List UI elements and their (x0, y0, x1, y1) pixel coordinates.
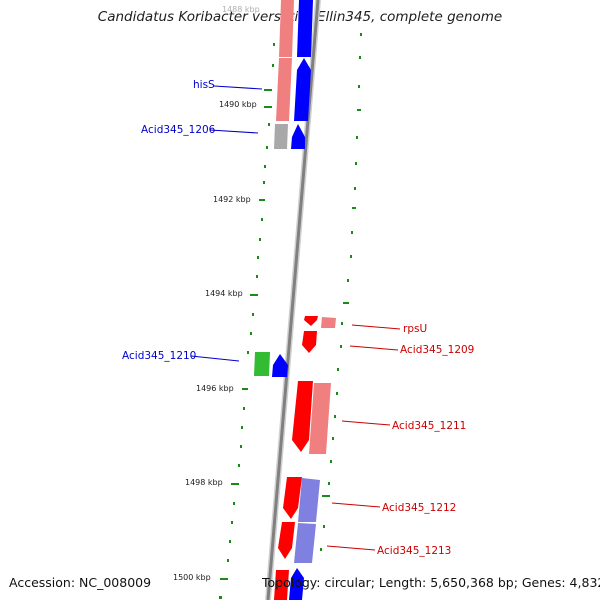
kbp-label: 1498 kbp (185, 478, 223, 487)
cds-reverse-1213 (278, 522, 295, 559)
shade-1211 (309, 383, 331, 454)
gene-labels: hisS Acid345_1206 Acid345_1210 rpsU Acid… (122, 79, 474, 557)
kbp-label: 1488 kbp (222, 5, 260, 14)
cds-forward-1210 (272, 354, 288, 377)
shade-track (254, 0, 336, 454)
cds-reverse-bottom (274, 570, 289, 600)
cds-forward-hisS (294, 58, 311, 121)
cds-forward-1213 (294, 523, 316, 563)
gene-label-acid345-1206[interactable]: Acid345_1206 (141, 124, 216, 136)
cds-forward-1206 (291, 124, 305, 149)
kbp-label: 1496 kbp (196, 384, 234, 393)
gene-label-acid345-1210[interactable]: Acid345_1210 (122, 350, 196, 362)
cds-forward-1212 (298, 478, 320, 522)
gene-label-acid345-1209[interactable]: Acid345_1209 (400, 344, 474, 356)
cds-reverse-rpsU (304, 316, 318, 326)
cds-forward-bottom (289, 568, 304, 600)
forward-strand-genes (272, 0, 320, 600)
shade-1210 (254, 352, 270, 376)
gene-label-acid345-1211[interactable]: Acid345_1211 (392, 420, 466, 432)
kbp-label: 1494 kbp (205, 289, 243, 298)
genome-summary: Topology: circular; Length: 5,650,368 bp… (262, 575, 600, 590)
gene-label-hisS[interactable]: hisS (193, 79, 215, 91)
kbp-label: 1490 kbp (219, 100, 257, 109)
cds-reverse-1211 (292, 381, 313, 452)
genome-backbone (265, 0, 321, 600)
gc-skew-track (219, 43, 275, 599)
kbp-label: 1500 kbp (173, 573, 211, 582)
reverse-strand-genes (274, 316, 318, 600)
gc-content-track (320, 33, 362, 551)
shade-rpsU (321, 317, 336, 328)
kbp-scale: 1488 kbp 1490 kbp 1492 kbp 1494 kbp 1496… (173, 5, 260, 582)
shade-hisS (276, 58, 292, 121)
shade-1206 (274, 124, 288, 149)
kbp-label: 1492 kbp (213, 195, 251, 204)
gene-label-rpsU[interactable]: rpsU (403, 323, 427, 335)
accession-text: Accession: NC_008009 (9, 575, 152, 590)
shade-1 (279, 0, 294, 57)
gene-label-acid345-1213[interactable]: Acid345_1213 (377, 545, 451, 557)
cds-reverse-1212 (283, 477, 302, 519)
gene-label-acid345-1212[interactable]: Acid345_1212 (382, 502, 456, 514)
cds-reverse-1209 (302, 331, 317, 353)
cds-forward-1 (297, 0, 313, 57)
